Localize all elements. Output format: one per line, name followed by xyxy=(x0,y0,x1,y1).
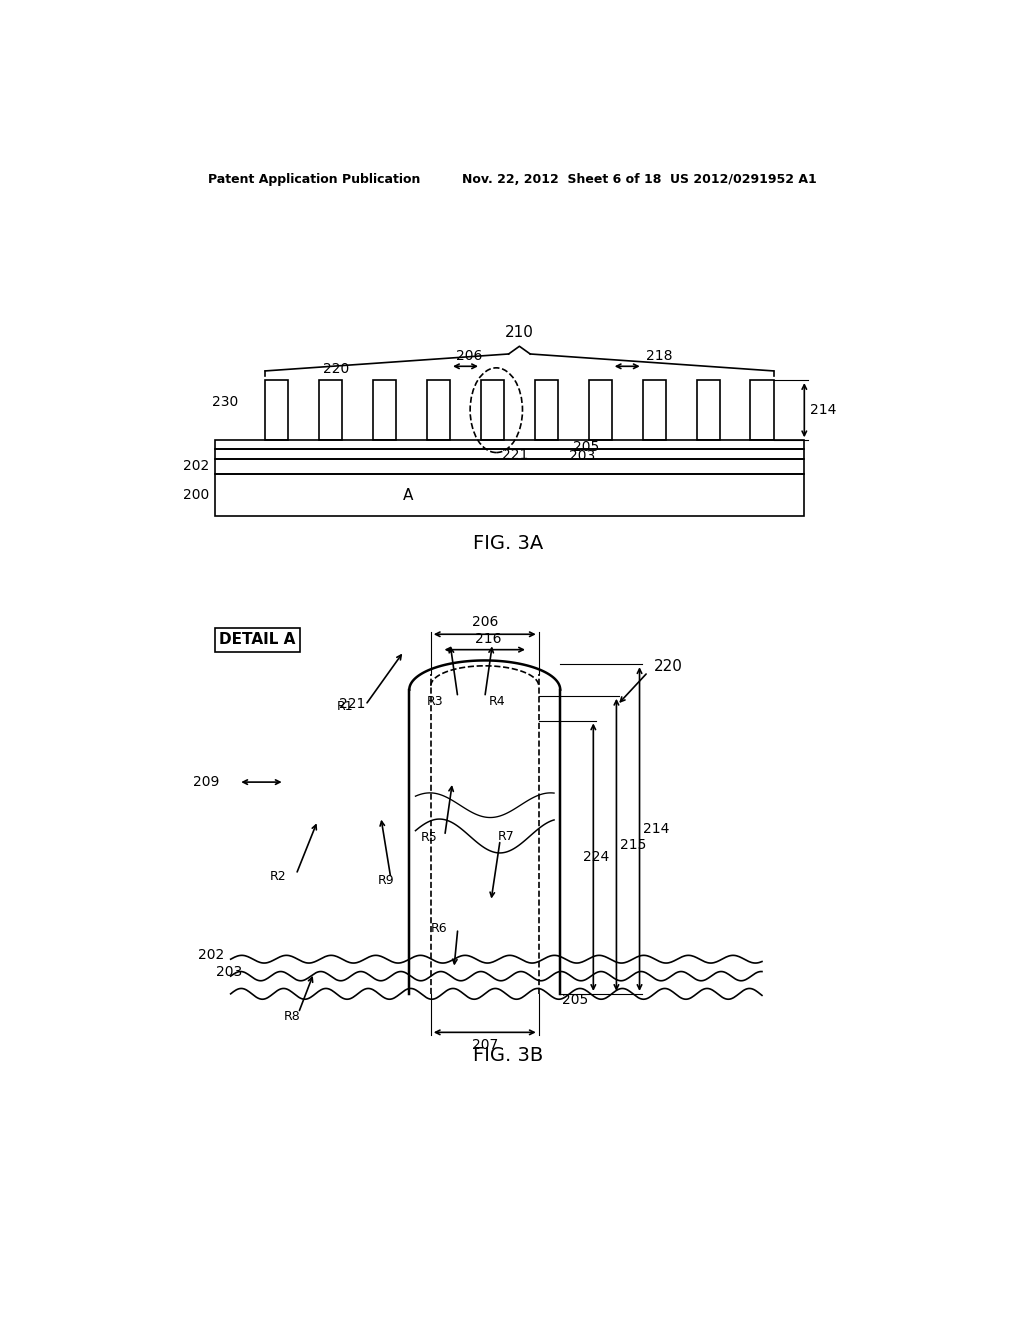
Text: R2: R2 xyxy=(269,870,286,883)
Text: 203: 203 xyxy=(216,965,243,979)
Text: 206: 206 xyxy=(472,615,498,628)
Text: 203: 203 xyxy=(569,449,596,462)
Bar xyxy=(215,441,804,449)
Bar xyxy=(373,380,396,441)
Text: 221: 221 xyxy=(339,697,366,710)
Text: 205: 205 xyxy=(562,993,588,1007)
Text: R3: R3 xyxy=(427,694,443,708)
Bar xyxy=(215,474,804,516)
Bar xyxy=(427,380,451,441)
Text: 216: 216 xyxy=(475,632,502,645)
Text: 215: 215 xyxy=(621,838,646,851)
Text: 230: 230 xyxy=(212,396,239,409)
Text: 220: 220 xyxy=(654,659,683,675)
Text: 220: 220 xyxy=(323,362,349,376)
Bar xyxy=(696,380,720,441)
Text: 206: 206 xyxy=(456,350,482,363)
Text: R1: R1 xyxy=(337,700,354,713)
Text: R8: R8 xyxy=(284,1010,301,1023)
Text: R7: R7 xyxy=(498,829,515,842)
Text: DETAIL A: DETAIL A xyxy=(219,632,296,647)
Bar xyxy=(319,380,342,441)
Text: A: A xyxy=(402,488,413,503)
Bar xyxy=(535,380,558,441)
Bar xyxy=(481,380,504,441)
Text: FIG. 3A: FIG. 3A xyxy=(473,533,543,553)
Text: R9: R9 xyxy=(378,874,394,887)
Text: 214: 214 xyxy=(810,403,837,417)
Text: Patent Application Publication: Patent Application Publication xyxy=(208,173,420,186)
Text: 209: 209 xyxy=(193,775,219,789)
Text: FIG. 3B: FIG. 3B xyxy=(473,1045,543,1065)
Bar xyxy=(751,380,773,441)
Text: 202: 202 xyxy=(199,948,224,962)
Text: US 2012/0291952 A1: US 2012/0291952 A1 xyxy=(670,173,816,186)
Text: 205: 205 xyxy=(573,440,600,454)
Text: R4: R4 xyxy=(488,694,505,708)
Text: 200: 200 xyxy=(183,488,209,503)
Text: 221: 221 xyxy=(503,447,528,462)
Bar xyxy=(215,449,804,459)
Bar xyxy=(215,459,804,474)
Text: 218: 218 xyxy=(646,350,673,363)
Text: 214: 214 xyxy=(643,822,670,836)
Text: 224: 224 xyxy=(584,850,609,865)
Text: R5: R5 xyxy=(420,832,437,843)
Bar xyxy=(643,380,666,441)
Text: 202: 202 xyxy=(183,459,209,474)
Text: R6: R6 xyxy=(431,921,447,935)
Bar xyxy=(589,380,611,441)
Bar xyxy=(265,380,289,441)
Text: 210: 210 xyxy=(505,325,534,341)
Text: 207: 207 xyxy=(472,1038,498,1052)
Text: Nov. 22, 2012  Sheet 6 of 18: Nov. 22, 2012 Sheet 6 of 18 xyxy=(462,173,662,186)
